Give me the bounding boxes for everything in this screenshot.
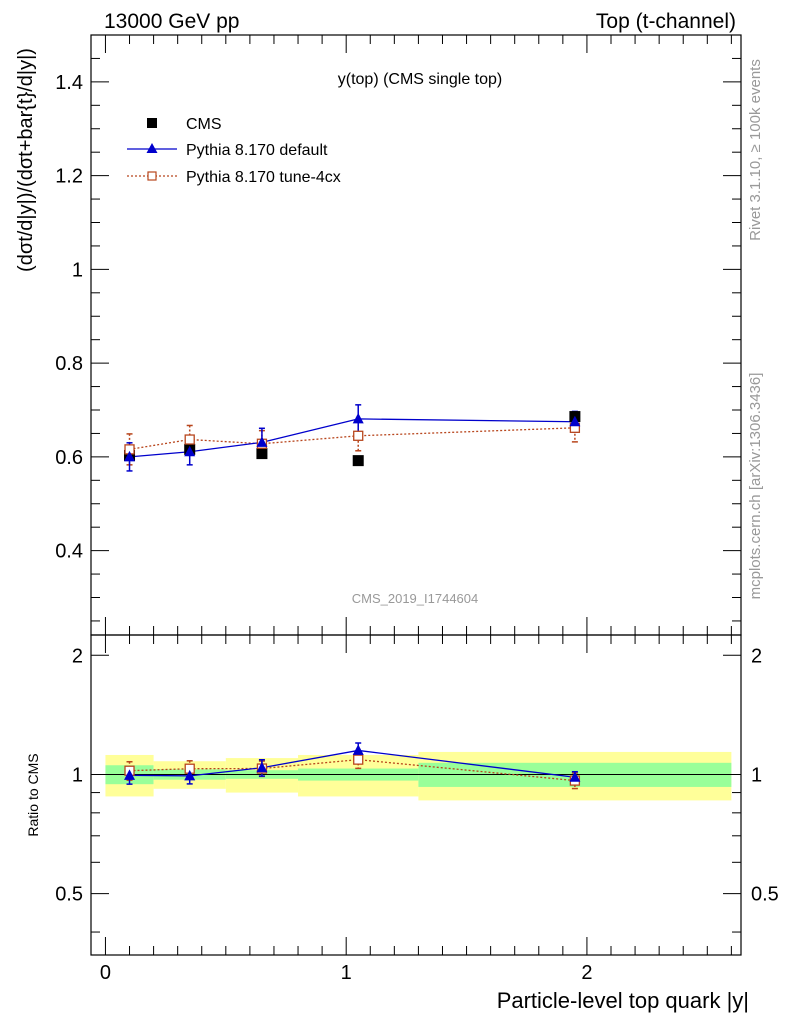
y-tick-label: 1.4: [55, 72, 83, 94]
data-point-cms: [256, 448, 268, 460]
ratio-point-default: [184, 769, 196, 781]
rivet-version-label: Rivet 3.1.10, ≥ 100k events: [747, 59, 764, 241]
data-point-default: [352, 412, 364, 424]
plot-title: y(top) (CMS single top): [338, 71, 503, 88]
ratio-tick-label-left: 2: [72, 645, 83, 667]
legend-marker-cms: [147, 118, 157, 128]
ratio-tick-label-left: 0.5: [55, 884, 83, 906]
axis-ticks: 0 1 2 0.4 0.6 0.8 1 1.2 1.4 0.5 0.5 1 1 2 2: [55, 34, 779, 984]
y-tick-label: 1: [72, 259, 83, 281]
y-tick-label: 0.4: [55, 541, 83, 563]
data-series: [124, 404, 581, 790]
data-point-tune: [353, 430, 364, 441]
legend: CMS Pythia 8.170 default Pythia 8.170 tu…: [127, 116, 341, 186]
data-point-cms: [352, 455, 364, 467]
header-right: Top (t-channel): [596, 10, 736, 33]
ratio-tick-label-left: 1: [72, 764, 83, 786]
legend-label-tune: Pythia 8.170 tune-4cx: [186, 169, 341, 186]
ratio-panel-frame: [90, 634, 742, 956]
ratio-point-default: [256, 761, 268, 773]
ratio-tick-label-right: 0.5: [751, 884, 779, 906]
ratio-axis-title: Ratio to CMS: [25, 753, 41, 836]
legend-label-cms: CMS: [186, 116, 222, 133]
legend-marker-default: [146, 143, 158, 153]
ratio-point-default: [569, 771, 581, 782]
x-tick-label: 2: [581, 962, 592, 984]
ratio-point-default: [124, 769, 136, 780]
ratio-point-default: [352, 744, 364, 755]
data-point-default: [256, 436, 268, 447]
ratio-tick-label-right: 2: [751, 645, 762, 667]
data-point-default: [184, 445, 196, 457]
analysis-tag: CMS_2019_I1744604: [352, 591, 479, 606]
x-tick-label: 0: [100, 962, 111, 984]
data-point-tune: [184, 434, 195, 445]
data-point-default: [569, 415, 581, 427]
legend-marker-tune: [147, 171, 157, 181]
series-line: [129, 418, 575, 458]
data-point-default: [124, 450, 136, 462]
ratio-tick-label-right: 1: [751, 764, 762, 786]
x-tick-label: 1: [341, 962, 352, 984]
legend-label-default: Pythia 8.170 default: [186, 142, 328, 159]
ratio-point-tune: [353, 754, 364, 765]
header-left: 13000 GeV pp: [104, 10, 239, 33]
y-tick-label: 0.8: [55, 353, 83, 375]
y-tick-label: 0.6: [55, 447, 83, 469]
y-axis-title: (dσt/d|y|)/(dσt+bar{t}/d|y|): [15, 48, 37, 272]
x-axis-title: Particle-level top quark |y|: [497, 988, 749, 1013]
y-tick-label: 1.2: [55, 166, 83, 188]
series-line: [129, 427, 575, 451]
mcplots-label: mcplots.cern.ch [arXiv:1306.3436]: [747, 373, 764, 600]
